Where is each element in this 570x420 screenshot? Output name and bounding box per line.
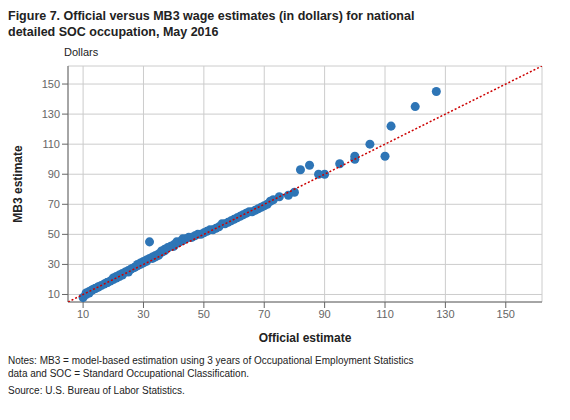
svg-text:50: 50 (48, 228, 60, 240)
svg-text:70: 70 (258, 308, 270, 320)
svg-text:MB3 estimate: MB3 estimate (11, 145, 25, 223)
html-text:Figure 7. Official versus MB3: Figure 7. Official versus MB3 wage estim… (8, 9, 415, 39)
svg-text:10: 10 (48, 288, 60, 300)
svg-text:10: 10 (77, 308, 89, 320)
svg-text:110: 110 (376, 308, 394, 320)
svg-text:90: 90 (318, 308, 330, 320)
html-text:Notes: MB3 = model-based estim: Notes: MB3 = model-based estimation usin… (8, 355, 414, 379)
svg-text:110: 110 (42, 138, 60, 150)
svg-text:30: 30 (137, 308, 149, 320)
svg-text:70: 70 (48, 198, 60, 210)
svg-text:Official estimate: Official estimate (259, 331, 352, 345)
svg-text:90: 90 (48, 168, 60, 180)
svg-text:130: 130 (436, 308, 454, 320)
svg-text:50: 50 (198, 308, 210, 320)
svg-text:150: 150 (497, 308, 515, 320)
html-text:Source: U.S. Bureau of Labor S: Source: U.S. Bureau of Labor Statistics. (8, 385, 185, 396)
svg-text:130: 130 (42, 108, 60, 120)
svg-text:30: 30 (48, 258, 60, 270)
html-text:Dollars: Dollars (64, 46, 99, 58)
svg-text:150: 150 (42, 78, 60, 90)
